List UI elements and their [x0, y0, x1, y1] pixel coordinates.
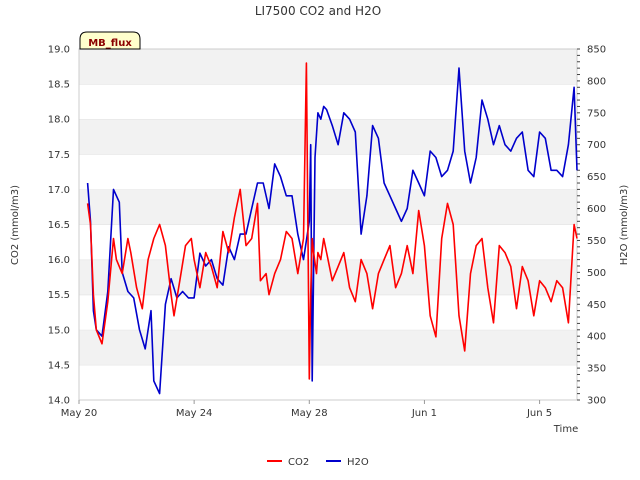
legend-co2-label: CO2 — [288, 457, 309, 468]
right-tick-label: 300 — [587, 396, 606, 407]
chart-title: LI7500 CO2 and H2O — [255, 4, 381, 18]
left-y-axis: 14.0 14.5 15.0 15.5 16.0 16.5 17.0 17.5 18.0 18.5… — [48, 45, 70, 407]
left-tick-label: 17.0 — [48, 185, 70, 196]
x-axis: May 20 May 24 May 28 Jun 1 Jun 5 — [61, 400, 552, 419]
x-axis-title: Time — [553, 424, 578, 435]
left-axis-title: CO2 (mmol/m3) — [10, 185, 21, 265]
right-tick-label: 650 — [587, 172, 606, 183]
plot-band — [79, 294, 577, 330]
plot-band — [79, 49, 577, 85]
plot-band — [79, 119, 577, 155]
x-tick-label: May 24 — [176, 408, 213, 419]
plot-band — [79, 259, 577, 295]
x-tick-label: May 20 — [61, 408, 98, 419]
series-line-co2 — [86, 62, 578, 380]
right-tick-label: 700 — [587, 140, 606, 151]
site-badge: MB_flux — [79, 31, 141, 50]
right-tick-label: 350 — [587, 364, 606, 375]
left-tick-label: 16.5 — [48, 220, 70, 231]
site-badge-box — [79, 31, 141, 50]
left-tick-label: 16.0 — [48, 255, 70, 266]
left-tick-label: 19.0 — [48, 45, 70, 56]
plot-band — [79, 189, 577, 225]
series-layer — [86, 62, 578, 395]
left-tick-label: 18.0 — [48, 115, 70, 126]
left-tick-label: 15.0 — [48, 325, 70, 336]
right-y-axis: 300 350 400 450 500 550 600 650 700 750 800 850 — [577, 45, 606, 407]
legend-h2o-label: H2O — [347, 457, 369, 468]
right-axis-title: H2O (mmol/m3) — [619, 185, 630, 266]
plot-frame — [78, 48, 578, 401]
series-line-h2o — [86, 67, 578, 395]
right-tick-label: 600 — [587, 204, 606, 215]
right-tick-label: 400 — [587, 332, 606, 343]
plot-band — [79, 154, 577, 190]
left-tick-label: 14.5 — [48, 360, 70, 371]
x-tick-label: Jun 1 — [411, 408, 437, 419]
left-tick-label: 18.5 — [48, 80, 70, 91]
left-tick-label: 17.5 — [48, 150, 70, 161]
right-tick-label: 500 — [587, 268, 606, 279]
left-tick-label: 14.0 — [48, 396, 70, 407]
plot-band — [79, 224, 577, 260]
x-tick-label: May 28 — [291, 408, 328, 419]
x-tick-label: Jun 5 — [526, 408, 552, 419]
plot-band — [79, 364, 577, 400]
right-tick-label: 850 — [587, 45, 606, 56]
right-tick-label: 750 — [587, 108, 606, 119]
left-tick-label: 15.5 — [48, 290, 70, 301]
legend: CO2 H2O — [267, 457, 369, 468]
site-badge-label: MB_flux — [88, 38, 132, 49]
right-tick-label: 550 — [587, 236, 606, 247]
plot-background-bands — [79, 48, 577, 400]
right-tick-label: 450 — [587, 300, 606, 311]
right-tick-label: 800 — [587, 76, 606, 87]
